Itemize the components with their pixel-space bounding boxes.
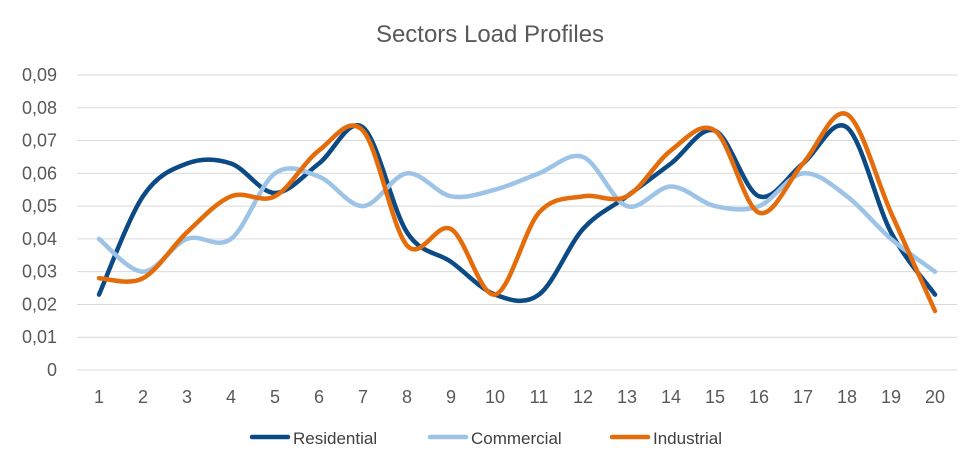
x-tick-label: 18 [837,387,857,407]
x-tick-label: 6 [314,387,324,407]
x-tick-label: 1 [94,387,104,407]
x-tick-label: 7 [358,387,368,407]
x-tick-label: 13 [617,387,637,407]
legend-label-commercial: Commercial [471,429,562,448]
series-line-industrial [96,111,938,314]
y-tick-label: 0,08 [22,98,57,118]
y-tick-label: 0,09 [22,65,57,85]
x-tick-label: 15 [705,387,725,407]
grid-lines [77,74,957,371]
x-tick-label: 14 [661,387,681,407]
x-tick-label: 12 [573,387,593,407]
x-tick-label: 16 [749,387,769,407]
y-tick-label: 0,05 [22,196,57,216]
y-tick-label: 0,01 [22,327,57,347]
series-lines [96,111,938,314]
x-tick-label: 4 [226,387,236,407]
legend-label-residential: Residential [293,429,377,448]
y-tick-label: 0,02 [22,294,57,314]
legend: Residential Commercial Industrial [249,429,722,448]
x-tick-label: 5 [270,387,280,407]
y-tick-label: 0,06 [22,163,57,183]
x-tick-label: 9 [446,387,456,407]
x-tick-label: 19 [881,387,901,407]
x-tick-label: 17 [793,387,813,407]
y-tick-label: 0,07 [22,131,57,151]
x-tick-label: 11 [530,387,549,407]
x-tick-label: 8 [402,387,412,407]
chart-title: Sectors Load Profiles [376,21,604,48]
legend-label-industrial: Industrial [653,429,722,448]
x-tick-label: 20 [925,387,945,407]
x-tick-label: 3 [182,387,192,407]
y-tick-label: 0,03 [22,262,57,282]
x-axis-ticks: 1 2 3 4 5 6 7 8 9 10 11 12 13 14 15 16 17 18 19 20 [94,387,945,407]
x-tick-label: 2 [138,387,148,407]
y-tick-label: 0 [47,360,57,380]
y-tick-label: 0,04 [22,229,57,249]
y-axis-ticks: 0 0,01 0,02 0,03 0,04 0,05 0,06 0,07 0,08 0,09 [22,65,57,380]
x-tick-label: 10 [485,387,505,407]
